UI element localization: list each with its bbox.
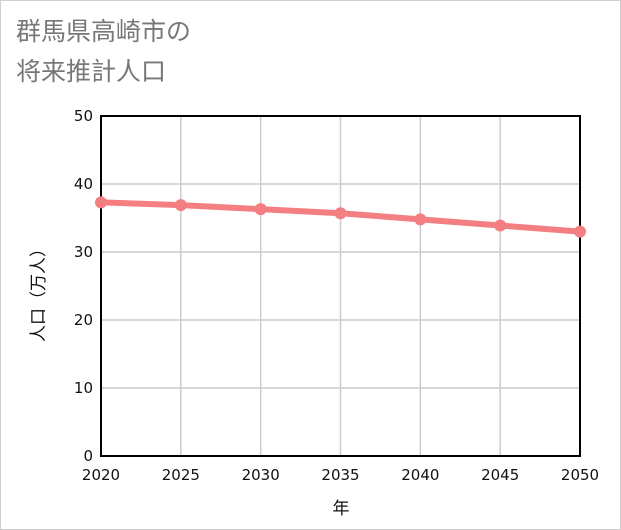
chart-title: 群馬県高崎市の 将来推計人口 bbox=[16, 12, 191, 92]
x-tick-label: 2045 bbox=[481, 466, 519, 484]
y-tick-label: 0 bbox=[83, 447, 93, 465]
data-point bbox=[254, 203, 267, 216]
data-point bbox=[95, 196, 107, 209]
x-tick-label: 2035 bbox=[321, 466, 359, 484]
grid-lines bbox=[101, 116, 580, 456]
x-axis-label: 年 bbox=[333, 499, 350, 519]
data-point bbox=[334, 207, 347, 220]
x-tick-label: 2030 bbox=[242, 466, 280, 484]
data-point bbox=[414, 213, 427, 226]
data-point bbox=[174, 199, 187, 212]
chart-title-line-1: 群馬県高崎市の bbox=[16, 17, 192, 46]
y-tick-label: 10 bbox=[74, 379, 93, 397]
x-tick-label: 2025 bbox=[162, 466, 200, 484]
y-tick-label: 30 bbox=[74, 243, 93, 261]
data-point bbox=[574, 225, 586, 238]
data-point bbox=[494, 219, 507, 232]
series-group bbox=[95, 196, 586, 238]
chart-title-line-2: 将来推計人口 bbox=[16, 57, 167, 86]
plot-area-border bbox=[100, 115, 581, 457]
y-tick-label: 20 bbox=[74, 311, 93, 329]
x-axis-ticks: 2020 2025 2030 2035 2040 2045 2050 bbox=[82, 466, 599, 484]
x-tick-label: 2050 bbox=[561, 466, 599, 484]
y-tick-label: 50 bbox=[74, 107, 93, 125]
y-tick-label: 40 bbox=[74, 175, 93, 193]
x-tick-label: 2020 bbox=[82, 466, 120, 484]
y-axis-ticks: 0 10 20 30 40 50 bbox=[74, 107, 93, 465]
y-axis-label: 人口（万人） bbox=[29, 240, 49, 342]
x-tick-label: 2040 bbox=[401, 466, 439, 484]
